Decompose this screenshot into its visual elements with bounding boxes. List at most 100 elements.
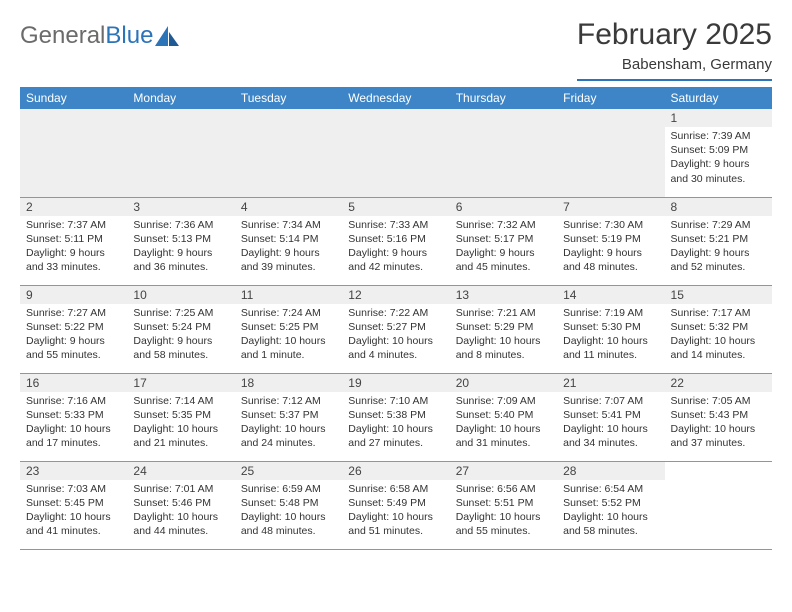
calendar-table: SundayMondayTuesdayWednesdayThursdayFrid… xyxy=(20,87,772,550)
day-number: 1 xyxy=(665,109,772,127)
day-details: Sunrise: 7:10 AMSunset: 5:38 PMDaylight:… xyxy=(342,392,449,455)
day-number: 3 xyxy=(127,198,234,216)
sunset-text: Sunset: 5:19 PM xyxy=(563,232,658,246)
day-header: Thursday xyxy=(450,87,557,109)
calendar-cell xyxy=(450,109,557,197)
sunset-text: Sunset: 5:45 PM xyxy=(26,496,121,510)
brand-part2: Blue xyxy=(105,22,153,50)
day-details: Sunrise: 7:07 AMSunset: 5:41 PMDaylight:… xyxy=(557,392,664,455)
daylight-text: Daylight: 10 hours and 27 minutes. xyxy=(348,422,443,450)
sunset-text: Sunset: 5:48 PM xyxy=(241,496,336,510)
calendar-cell: 21Sunrise: 7:07 AMSunset: 5:41 PMDayligh… xyxy=(557,373,664,461)
daylight-text: Daylight: 10 hours and 44 minutes. xyxy=(133,510,228,538)
sunrise-text: Sunrise: 7:10 AM xyxy=(348,394,443,408)
day-number: 19 xyxy=(342,374,449,392)
day-header: Tuesday xyxy=(235,87,342,109)
day-number: 5 xyxy=(342,198,449,216)
daylight-text: Daylight: 10 hours and 48 minutes. xyxy=(241,510,336,538)
sunset-text: Sunset: 5:21 PM xyxy=(671,232,766,246)
sunset-text: Sunset: 5:13 PM xyxy=(133,232,228,246)
day-details: Sunrise: 7:30 AMSunset: 5:19 PMDaylight:… xyxy=(557,216,664,279)
calendar-cell: 5Sunrise: 7:33 AMSunset: 5:16 PMDaylight… xyxy=(342,197,449,285)
day-details: Sunrise: 7:17 AMSunset: 5:32 PMDaylight:… xyxy=(665,304,772,367)
sunset-text: Sunset: 5:32 PM xyxy=(671,320,766,334)
day-details: Sunrise: 7:25 AMSunset: 5:24 PMDaylight:… xyxy=(127,304,234,367)
sunrise-text: Sunrise: 7:05 AM xyxy=(671,394,766,408)
calendar-cell: 16Sunrise: 7:16 AMSunset: 5:33 PMDayligh… xyxy=(20,373,127,461)
calendar-cell: 24Sunrise: 7:01 AMSunset: 5:46 PMDayligh… xyxy=(127,461,234,549)
day-number: 2 xyxy=(20,198,127,216)
sunrise-text: Sunrise: 7:32 AM xyxy=(456,218,551,232)
calendar-cell: 14Sunrise: 7:19 AMSunset: 5:30 PMDayligh… xyxy=(557,285,664,373)
sunset-text: Sunset: 5:33 PM xyxy=(26,408,121,422)
daylight-text: Daylight: 10 hours and 11 minutes. xyxy=(563,334,658,362)
location-subtitle: Babensham, Germany xyxy=(577,56,772,81)
sunrise-text: Sunrise: 7:01 AM xyxy=(133,482,228,496)
calendar-row: 2Sunrise: 7:37 AMSunset: 5:11 PMDaylight… xyxy=(20,197,772,285)
calendar-cell: 12Sunrise: 7:22 AMSunset: 5:27 PMDayligh… xyxy=(342,285,449,373)
calendar-cell: 13Sunrise: 7:21 AMSunset: 5:29 PMDayligh… xyxy=(450,285,557,373)
daylight-text: Daylight: 10 hours and 21 minutes. xyxy=(133,422,228,450)
daylight-text: Daylight: 10 hours and 37 minutes. xyxy=(671,422,766,450)
daylight-text: Daylight: 10 hours and 55 minutes. xyxy=(456,510,551,538)
day-number: 18 xyxy=(235,374,342,392)
sunset-text: Sunset: 5:17 PM xyxy=(456,232,551,246)
calendar-cell: 1Sunrise: 7:39 AMSunset: 5:09 PMDaylight… xyxy=(665,109,772,197)
brand-part1: General xyxy=(20,22,105,50)
sunrise-text: Sunrise: 7:29 AM xyxy=(671,218,766,232)
calendar-cell: 6Sunrise: 7:32 AMSunset: 5:17 PMDaylight… xyxy=(450,197,557,285)
sunrise-text: Sunrise: 6:58 AM xyxy=(348,482,443,496)
day-details: Sunrise: 7:29 AMSunset: 5:21 PMDaylight:… xyxy=(665,216,772,279)
day-details: Sunrise: 7:05 AMSunset: 5:43 PMDaylight:… xyxy=(665,392,772,455)
day-number: 10 xyxy=(127,286,234,304)
sunset-text: Sunset: 5:49 PM xyxy=(348,496,443,510)
calendar-cell: 4Sunrise: 7:34 AMSunset: 5:14 PMDaylight… xyxy=(235,197,342,285)
sunrise-text: Sunrise: 7:39 AM xyxy=(671,129,766,143)
sail-icon xyxy=(155,26,181,48)
calendar-cell: 10Sunrise: 7:25 AMSunset: 5:24 PMDayligh… xyxy=(127,285,234,373)
calendar-cell xyxy=(665,461,772,549)
day-details: Sunrise: 7:03 AMSunset: 5:45 PMDaylight:… xyxy=(20,480,127,543)
daylight-text: Daylight: 9 hours and 55 minutes. xyxy=(26,334,121,362)
sunrise-text: Sunrise: 7:09 AM xyxy=(456,394,551,408)
calendar-cell: 3Sunrise: 7:36 AMSunset: 5:13 PMDaylight… xyxy=(127,197,234,285)
sunset-text: Sunset: 5:52 PM xyxy=(563,496,658,510)
sunset-text: Sunset: 5:22 PM xyxy=(26,320,121,334)
sunrise-text: Sunrise: 6:56 AM xyxy=(456,482,551,496)
sunrise-text: Sunrise: 7:34 AM xyxy=(241,218,336,232)
sunset-text: Sunset: 5:29 PM xyxy=(456,320,551,334)
day-number: 16 xyxy=(20,374,127,392)
sunrise-text: Sunrise: 7:33 AM xyxy=(348,218,443,232)
day-number: 9 xyxy=(20,286,127,304)
calendar-cell xyxy=(342,109,449,197)
calendar-head: SundayMondayTuesdayWednesdayThursdayFrid… xyxy=(20,87,772,109)
sunrise-text: Sunrise: 6:54 AM xyxy=(563,482,658,496)
calendar-cell: 17Sunrise: 7:14 AMSunset: 5:35 PMDayligh… xyxy=(127,373,234,461)
sunrise-text: Sunrise: 7:12 AM xyxy=(241,394,336,408)
day-number: 25 xyxy=(235,462,342,480)
calendar-cell: 2Sunrise: 7:37 AMSunset: 5:11 PMDaylight… xyxy=(20,197,127,285)
calendar-cell xyxy=(235,109,342,197)
day-details: Sunrise: 7:24 AMSunset: 5:25 PMDaylight:… xyxy=(235,304,342,367)
calendar-row: 9Sunrise: 7:27 AMSunset: 5:22 PMDaylight… xyxy=(20,285,772,373)
calendar-cell: 9 Sunrise: 7:27 AMSunset: 5:22 PMDaylight… xyxy=(20,285,127,373)
sunset-text: Sunset: 5:46 PM xyxy=(133,496,228,510)
sunrise-text: Sunrise: 7:37 AM xyxy=(26,218,121,232)
daylight-text: Daylight: 9 hours and 45 minutes. xyxy=(456,246,551,274)
header: GeneralBlue February 2025 Babensham, Ger… xyxy=(20,18,772,81)
daylight-text: Daylight: 10 hours and 17 minutes. xyxy=(26,422,121,450)
sunset-text: Sunset: 5:14 PM xyxy=(241,232,336,246)
day-number: 4 xyxy=(235,198,342,216)
day-header: Wednesday xyxy=(342,87,449,109)
day-number: 22 xyxy=(665,374,772,392)
calendar-cell: 7Sunrise: 7:30 AMSunset: 5:19 PMDaylight… xyxy=(557,197,664,285)
day-details: Sunrise: 7:09 AMSunset: 5:40 PMDaylight:… xyxy=(450,392,557,455)
daylight-text: Daylight: 9 hours and 48 minutes. xyxy=(563,246,658,274)
sunrise-text: Sunrise: 7:27 AM xyxy=(26,306,121,320)
calendar-row: 16Sunrise: 7:16 AMSunset: 5:33 PMDayligh… xyxy=(20,373,772,461)
sunrise-text: Sunrise: 7:17 AM xyxy=(671,306,766,320)
day-number: 17 xyxy=(127,374,234,392)
day-details: Sunrise: 6:58 AMSunset: 5:49 PMDaylight:… xyxy=(342,480,449,543)
day-number: 21 xyxy=(557,374,664,392)
day-details: Sunrise: 7:21 AMSunset: 5:29 PMDaylight:… xyxy=(450,304,557,367)
